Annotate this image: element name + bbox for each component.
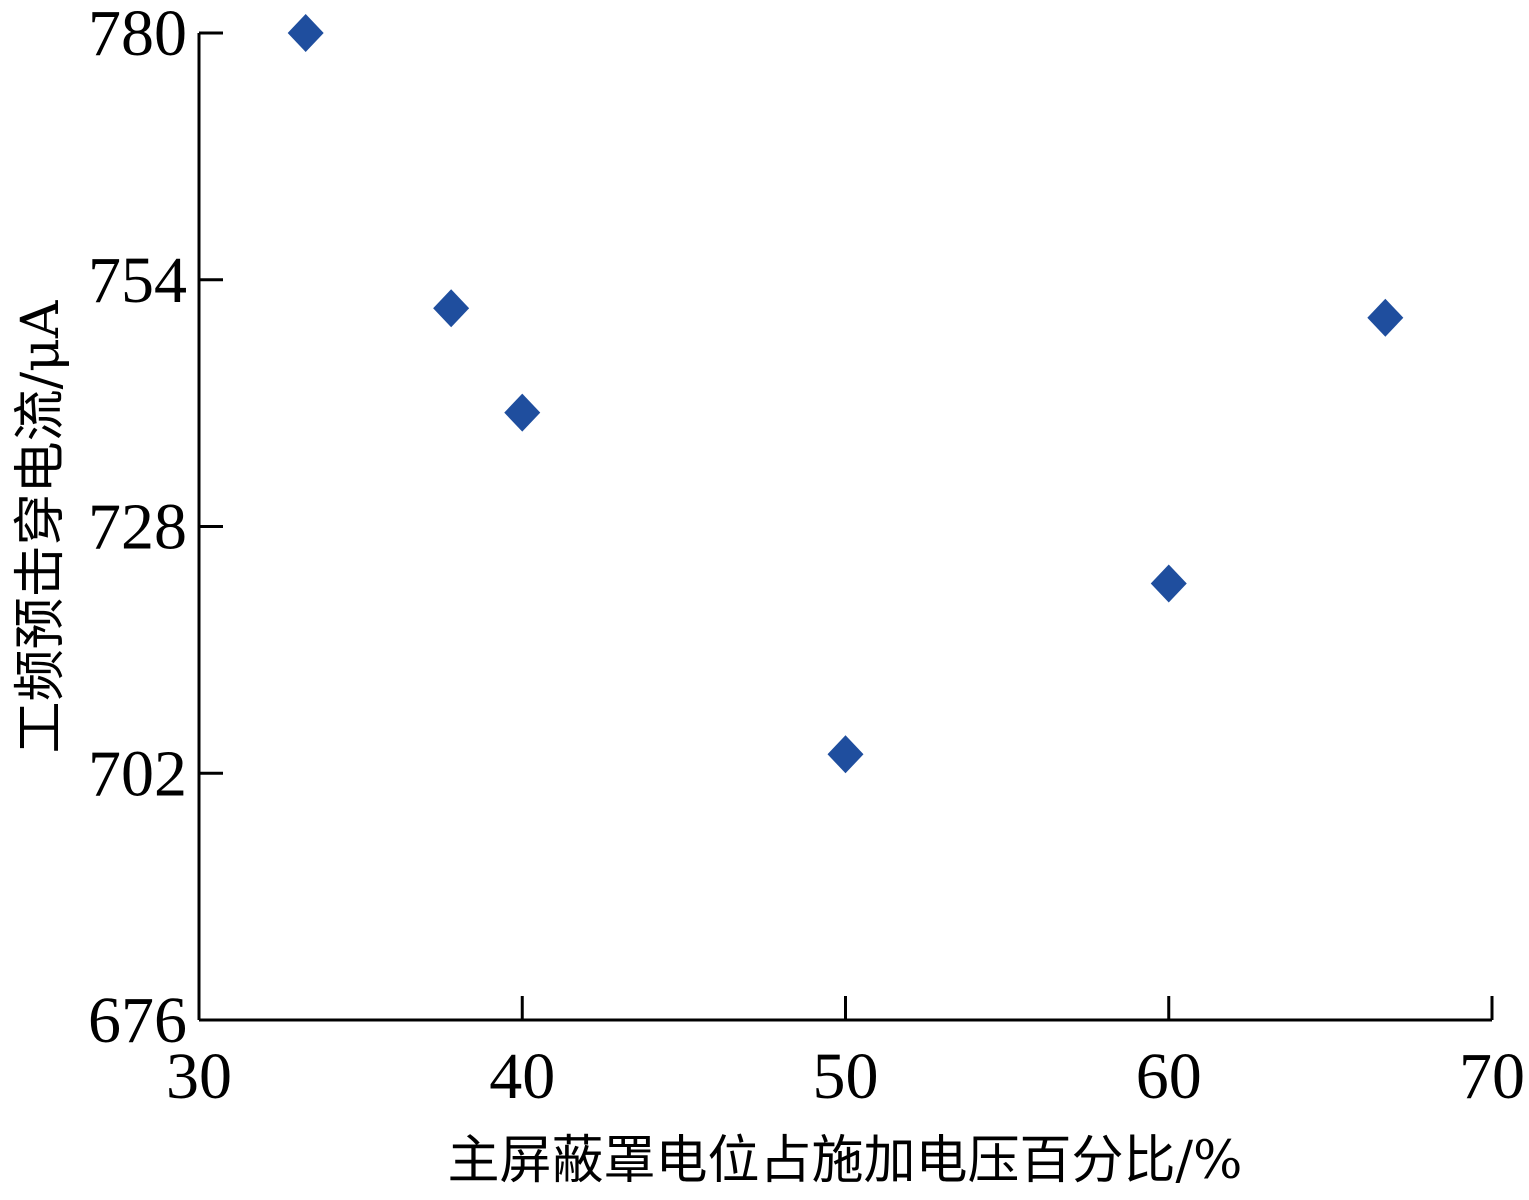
ticks: 30 40 50 60 70 676 702 728 754 780 [88,0,1525,1113]
data-point [1150,564,1187,603]
data-point [827,735,864,774]
y-tick-label: 702 [88,737,187,810]
y-tick-label: 676 [88,984,187,1057]
x-axis-title: 主屏蔽罩电位占施加电压百分比/% [448,1131,1243,1191]
data-point [287,14,324,52]
y-tick-label: 728 [88,491,187,564]
y-tick-label: 780 [88,0,187,70]
data-point [1367,298,1404,337]
data-point [504,393,541,432]
x-tick-label: 30 [166,1040,232,1113]
data-point [433,289,470,328]
x-tick-label: 60 [1136,1040,1202,1113]
data-points [287,14,1404,774]
y-axis-title: 工频预击穿电流/μA [11,299,71,753]
axes [197,33,1492,1022]
y-tick-label: 754 [88,244,187,317]
x-tick-label: 70 [1459,1040,1525,1113]
x-tick-label: 50 [813,1040,879,1113]
x-tick-label: 40 [489,1040,555,1113]
